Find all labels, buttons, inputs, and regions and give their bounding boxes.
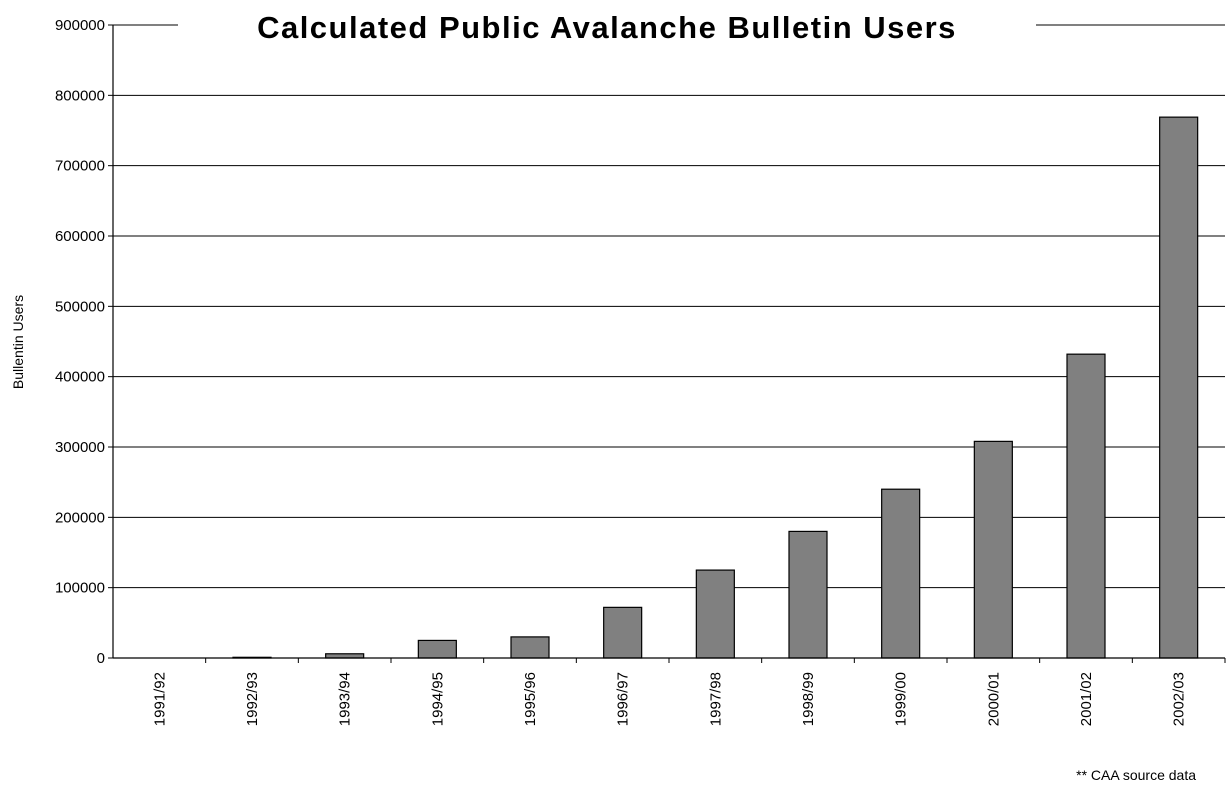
y-tick-labels: 0 100000 200000 300000 400000 500000 600000 700… <box>55 17 113 667</box>
x-tick-label: 2001/02 <box>1078 672 1095 726</box>
x-tick-label: 2002/03 <box>1171 672 1188 726</box>
bar <box>1159 116 1199 659</box>
bars <box>232 116 1199 659</box>
bar <box>417 639 457 659</box>
gridlines <box>113 24 1225 589</box>
source-footnote: ** CAA source data <box>1076 767 1196 783</box>
y-tick-label: 700000 <box>55 158 105 175</box>
x-tick-label: 1997/98 <box>707 672 724 726</box>
x-tick-label: 1999/00 <box>893 672 910 726</box>
bar <box>695 569 735 659</box>
y-tick-label: 400000 <box>55 369 105 386</box>
x-tick-label: 1993/94 <box>337 672 354 726</box>
bar <box>1066 353 1106 659</box>
x-tick-label: 2000/01 <box>985 672 1002 726</box>
y-tick-label: 300000 <box>55 439 105 456</box>
bar <box>325 653 365 659</box>
y-tick-label: 900000 <box>55 17 105 34</box>
y-axis-label: Bullentin Users <box>10 295 26 389</box>
x-tick-label: 1994/95 <box>429 672 446 726</box>
y-tick-label: 100000 <box>55 580 105 597</box>
y-tick-label: 500000 <box>55 298 105 315</box>
bar <box>788 530 828 659</box>
x-tick-label: 1992/93 <box>244 672 261 726</box>
y-tick-label: 800000 <box>55 87 105 104</box>
chart-title: Calculated Public Avalanche Bulletin Use… <box>257 10 957 45</box>
y-tick-label: 0 <box>97 650 105 667</box>
bar <box>603 606 643 659</box>
x-tick-label: 1991/92 <box>151 672 168 726</box>
axes <box>112 25 1225 659</box>
bar <box>510 636 550 659</box>
y-tick-label: 600000 <box>55 228 105 245</box>
bar <box>973 440 1013 659</box>
y-tick-label: 200000 <box>55 509 105 526</box>
x-tick-label: 1998/99 <box>800 672 817 726</box>
x-tick-label: 1995/96 <box>522 672 539 726</box>
x-tick-labels: 1991/92 1992/93 1993/94 1994/95 1995/96 1996/… <box>151 658 1226 726</box>
chart-title-background <box>178 3 1036 43</box>
bar <box>881 488 921 659</box>
x-tick-label: 1996/97 <box>615 672 632 726</box>
